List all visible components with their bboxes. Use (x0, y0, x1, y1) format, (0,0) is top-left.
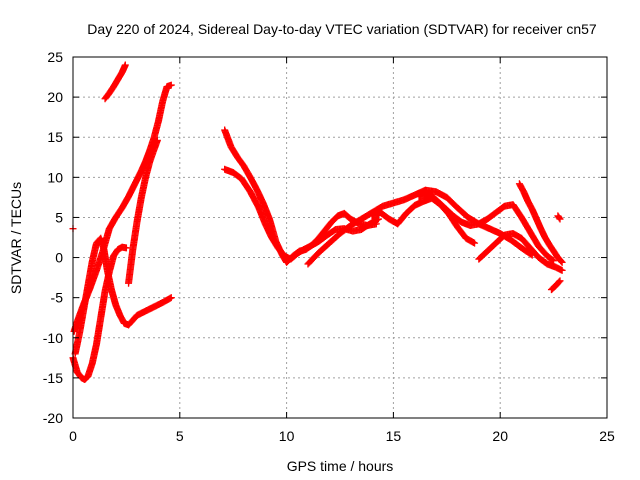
data-layer (69, 61, 566, 383)
data-point-marker (549, 256, 557, 264)
data-point-marker (167, 81, 175, 89)
y-tick-label: 15 (47, 129, 63, 145)
series-arc-late-a (415, 189, 558, 265)
x-tick-label: 5 (176, 428, 184, 444)
data-point-marker (557, 257, 565, 265)
y-tick-label: -20 (43, 410, 63, 426)
y-tick-label: -15 (43, 370, 63, 386)
series-arc-late-d (547, 277, 564, 294)
series-arc-evening-b (221, 165, 382, 263)
x-tick-label: 15 (386, 428, 402, 444)
data-point-marker (558, 258, 566, 266)
data-point-marker (555, 278, 563, 286)
y-tick-label: 20 (47, 89, 63, 105)
x-axis-title: GPS time / hours (287, 458, 394, 474)
chart-title: Day 220 of 2024, Sidereal Day-to-day VTE… (87, 21, 597, 37)
y-tick-label: 10 (47, 169, 63, 185)
series-arc-upper-left (101, 61, 129, 103)
series-arc-evening-a (221, 126, 380, 266)
data-point-marker (556, 215, 564, 223)
x-tick-label: 10 (279, 428, 295, 444)
y-tick-label: -5 (51, 290, 64, 306)
y-tick-label: 5 (55, 209, 63, 225)
series-arc-mid-rise (125, 136, 161, 287)
data-point-marker (153, 136, 161, 144)
x-tick-label: 20 (492, 428, 508, 444)
y-tick-label: 25 (47, 49, 63, 65)
y-tick-label: -10 (43, 330, 63, 346)
data-point-marker (556, 277, 564, 285)
x-tick-label: 0 (69, 428, 77, 444)
data-point-marker (122, 244, 130, 252)
series-arc-steep-dive (71, 234, 175, 358)
series-arc-late-c (515, 180, 566, 266)
series-arc-late-e (554, 212, 564, 223)
ticks-layer: -20 -15 -10 -5 0 5 10 15 20 25 0 5 10 15 20 25 (43, 49, 615, 444)
plot-frame (72, 56, 608, 419)
data-point-marker (167, 294, 175, 302)
data-point-marker (471, 239, 479, 247)
x-tick-label: 25 (599, 428, 615, 444)
y-tick-label: 0 (55, 250, 63, 266)
data-point-marker (555, 214, 563, 222)
data-point-marker (558, 266, 566, 274)
series-arc-late-b (475, 229, 566, 274)
grid-layer (73, 57, 607, 418)
data-point-marker (121, 61, 129, 69)
y-axis-title: SDTVAR / TECUs (8, 182, 24, 294)
